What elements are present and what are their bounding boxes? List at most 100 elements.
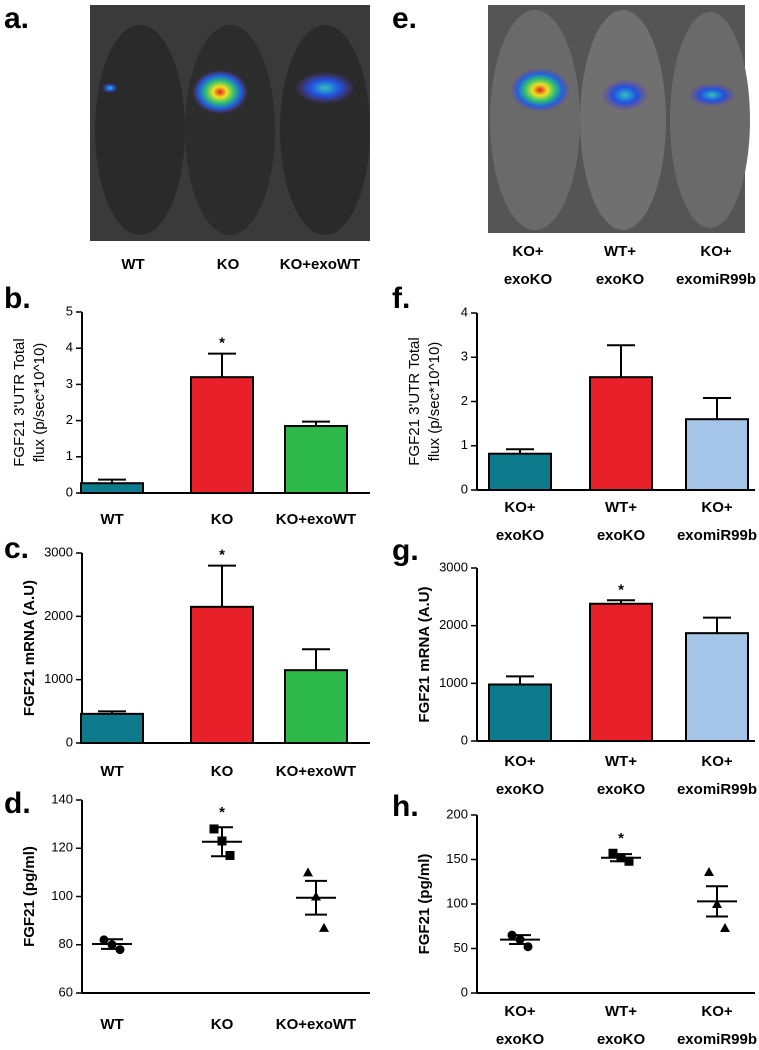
annotation: * — [219, 804, 225, 821]
x-tick-label: exomiR99b — [677, 1031, 757, 1048]
y-tick-label: 0 — [66, 484, 73, 499]
bar — [190, 605, 254, 744]
bar — [488, 683, 552, 743]
y-tick-label: 200 — [446, 806, 468, 821]
x-tick-label: KO+exoWT — [276, 1016, 356, 1033]
point — [319, 922, 329, 932]
x-tick-label: exoKO — [496, 527, 545, 544]
x-tick-label: exoKO — [597, 527, 646, 544]
x-tick-label: KO+ — [504, 1003, 536, 1020]
y-axis-label: flux (p/sec*10^10) — [31, 343, 48, 463]
panel-label: d. — [4, 787, 31, 820]
y-axis-label: FGF21 (pg/ml) — [21, 846, 38, 947]
x-tick-label: WT+ — [605, 499, 637, 516]
x-tick-label: exoKO — [597, 781, 646, 798]
y-tick-label: 4 — [66, 340, 73, 355]
mouse-image-e — [488, 5, 750, 233]
x-tick-label: KO+ — [701, 1003, 733, 1020]
y-tick-label: 4 — [461, 304, 468, 319]
x-tick-label: KO+exoWT — [276, 763, 356, 780]
y-tick-label: 50 — [454, 940, 468, 955]
y-tick-label: 3000 — [439, 559, 468, 574]
y-tick-label: 0 — [461, 984, 468, 999]
image-caption: WT — [121, 256, 144, 273]
annotation: * — [219, 335, 225, 352]
x-tick-label: exoKO — [597, 1031, 646, 1048]
panel-label: a. — [4, 2, 29, 35]
y-tick-label: 100 — [51, 888, 73, 903]
x-tick-label: KO — [211, 763, 234, 780]
y-axis-label: FGF21 (pg/ml) — [416, 854, 433, 955]
x-tick-label: exomiR99b — [677, 781, 757, 798]
y-tick-label: 1000 — [439, 675, 468, 690]
mouse-image-a — [90, 5, 370, 241]
image-caption: exoKO — [596, 271, 645, 288]
panel-label: g. — [392, 534, 419, 567]
image-caption: KO — [217, 256, 240, 273]
y-tick-label: 3 — [66, 376, 73, 391]
bar — [685, 632, 749, 742]
y-tick-label: 3 — [461, 349, 468, 364]
y-axis-label: flux (p/sec*10^10) — [426, 342, 443, 462]
bar — [284, 669, 348, 745]
x-tick-label: WT — [100, 511, 123, 528]
panel-label: f. — [392, 282, 410, 315]
bar — [190, 376, 254, 494]
x-tick-label: exoKO — [496, 1031, 545, 1048]
annotation: * — [219, 547, 225, 564]
y-tick-label: 100 — [446, 895, 468, 910]
y-tick-label: 1 — [66, 448, 73, 463]
image-caption: KO+ — [700, 243, 732, 260]
y-tick-label: 2 — [461, 393, 468, 408]
annotation: * — [618, 581, 624, 598]
x-tick-label: WT+ — [605, 1003, 637, 1020]
x-tick-label: WT — [100, 763, 123, 780]
panel-label: b. — [4, 282, 31, 315]
image-caption: KO+exoWT — [280, 256, 360, 273]
bar — [685, 418, 749, 492]
x-tick-label: KO+exoWT — [276, 511, 356, 528]
panel-label: h. — [392, 790, 419, 823]
y-tick-label: 1 — [461, 437, 468, 452]
y-tick-label: 1000 — [44, 671, 73, 686]
y-tick-label: 3000 — [44, 544, 73, 559]
bar — [488, 452, 552, 491]
y-tick-label: 2000 — [44, 608, 73, 623]
y-tick-label: 140 — [51, 791, 73, 806]
bar — [284, 425, 348, 494]
image-caption: WT+ — [604, 243, 636, 260]
point — [704, 866, 714, 876]
y-tick-label: 0 — [461, 732, 468, 747]
bar — [80, 482, 144, 495]
panel-label: e. — [392, 2, 417, 35]
y-tick-label: 0 — [461, 481, 468, 496]
bar — [589, 602, 653, 743]
y-axis-label: FGF21 mRNA (A.U) — [21, 580, 38, 716]
y-tick-label: 2000 — [439, 617, 468, 632]
annotation: * — [618, 830, 624, 847]
y-tick-label: 150 — [446, 851, 468, 866]
y-tick-label: 5 — [66, 303, 73, 318]
bar — [589, 376, 653, 492]
x-tick-label: KO+ — [504, 753, 536, 770]
x-tick-label: KO — [211, 1016, 234, 1033]
x-tick-label: exomiR99b — [677, 527, 757, 544]
image-caption: exomiR99b — [676, 271, 756, 288]
y-axis-label: FGF21 3'UTR Total — [11, 338, 28, 466]
bar — [80, 712, 144, 744]
image-caption: KO+ — [512, 243, 544, 260]
point — [303, 867, 313, 877]
panel-label: c. — [4, 532, 29, 565]
x-tick-label: KO+ — [701, 753, 733, 770]
x-tick-label: WT — [100, 1016, 123, 1033]
x-tick-label: KO+ — [701, 499, 733, 516]
x-tick-label: exoKO — [496, 781, 545, 798]
y-tick-label: 0 — [66, 734, 73, 749]
x-tick-label: KO — [211, 511, 234, 528]
x-tick-label: WT+ — [605, 753, 637, 770]
point — [720, 923, 730, 933]
image-caption: exoKO — [504, 271, 553, 288]
y-tick-label: 120 — [51, 840, 73, 855]
